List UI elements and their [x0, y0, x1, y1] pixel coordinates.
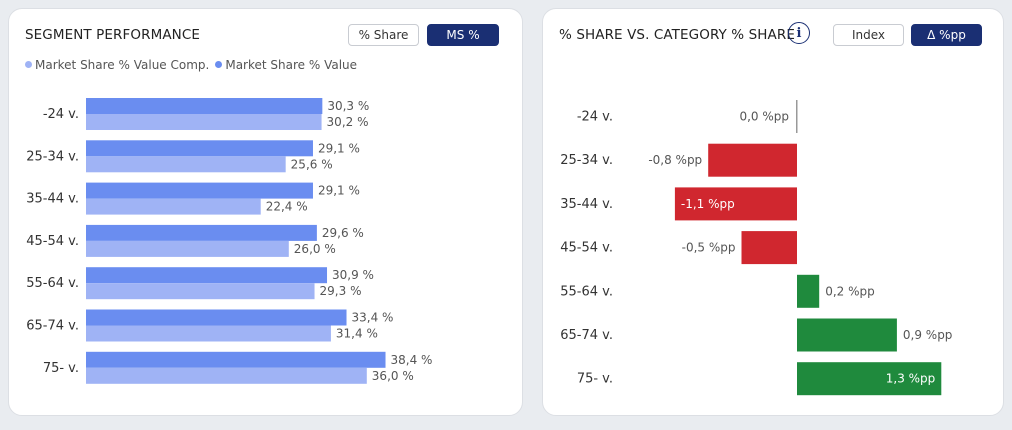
- bar-market-share-value: [86, 224, 317, 241]
- ms-percent-toggle-button[interactable]: MS %: [427, 24, 499, 46]
- data-label-comp: 29,3 %: [320, 284, 362, 298]
- data-label-value: 33,4 %: [352, 311, 394, 325]
- data-label-delta: 0,0 %pp: [739, 110, 789, 124]
- data-label-comp: 36,0 %: [372, 369, 414, 383]
- bar-market-share-value: [86, 140, 313, 157]
- bar-delta-negative: [741, 231, 797, 265]
- data-label-comp: 30,2 %: [327, 115, 369, 129]
- data-label-comp: 26,0 %: [294, 242, 336, 256]
- share-vs-category-title: % SHARE VS. CATEGORY % SHARE: [559, 27, 795, 43]
- legend-item-value: Market Share % Value: [215, 58, 357, 72]
- category-label: -24 v.: [43, 107, 79, 122]
- category-label: 65-74 v.: [26, 319, 79, 334]
- data-label-delta: 1,3 %pp: [886, 372, 936, 386]
- data-label-delta: 0,2 %pp: [825, 284, 875, 298]
- bar-market-share-comp: [86, 198, 261, 215]
- data-label-delta: -0,8 %pp: [648, 153, 702, 167]
- category-label: 65-74 v.: [560, 328, 613, 343]
- data-label-value: 29,1 %: [318, 184, 360, 198]
- bar-market-share-comp: [86, 283, 315, 300]
- segment-performance-chart: -24 v. 30,3 % 30,2 % 25-34 v. 29,1 % 25,6 % 35…: [26, 98, 433, 384]
- bar-market-share-comp: [86, 114, 322, 130]
- category-label: 45-54 v.: [560, 241, 613, 256]
- category-label: 75- v.: [577, 372, 613, 387]
- data-label-value: 30,3 %: [327, 99, 369, 113]
- index-toggle-button[interactable]: Index: [833, 24, 904, 46]
- category-label: 25-34 v.: [560, 153, 613, 168]
- legend-item-comp: Market Share % Value Comp.: [25, 58, 209, 72]
- legend-dot-value: [215, 61, 223, 68]
- bar-delta-positive: [797, 274, 820, 308]
- legend-label-comp: Market Share % Value Comp.: [35, 58, 210, 72]
- bar-delta-positive: [797, 362, 942, 396]
- category-label: -24 v.: [577, 110, 613, 125]
- bar-market-share-value: [86, 309, 347, 326]
- data-label-value: 29,1 %: [318, 141, 360, 155]
- category-label: 45-54 v.: [26, 234, 79, 249]
- category-label: 35-44 v.: [26, 192, 79, 207]
- bar-market-share-comp: [86, 156, 286, 173]
- chart-legend: Market Share % Value Comp. Market Share …: [25, 58, 357, 72]
- bar-market-share-value: [86, 267, 328, 284]
- data-label-value: 30,9 %: [332, 268, 374, 282]
- data-label-delta: 0,9 %pp: [903, 328, 953, 342]
- segment-performance-title: SEGMENT PERFORMANCE: [25, 27, 201, 43]
- delta-pp-toggle-button[interactable]: Δ %pp: [911, 24, 982, 46]
- category-label: 35-44 v.: [560, 197, 613, 212]
- data-label-comp: 22,4 %: [266, 200, 308, 214]
- data-label-delta: -0,5 %pp: [682, 241, 736, 255]
- bar-market-share-value: [86, 98, 323, 114]
- bar-delta-positive: [797, 318, 897, 352]
- legend-label-value: Market Share % Value: [225, 58, 358, 72]
- category-label: 75- v.: [43, 361, 79, 376]
- bar-delta-zero: [796, 100, 798, 133]
- bar-market-share-comp: [86, 240, 289, 257]
- share-vs-category-card: % SHARE VS. CATEGORY % SHARE i Index Δ %…: [542, 8, 1004, 416]
- bar-delta-negative: [674, 187, 797, 221]
- share-vs-category-chart: -24 v. 0,0 %pp 25-34 v. -0,8 %pp 35-44 v. -1,…: [560, 100, 953, 396]
- bar-market-share-value: [86, 182, 313, 199]
- category-label: 25-34 v.: [26, 149, 79, 164]
- bar-market-share-comp: [86, 325, 331, 342]
- category-label: 55-64 v.: [26, 276, 79, 291]
- data-label-comp: 31,4 %: [336, 327, 378, 341]
- bar-market-share-value: [86, 351, 386, 368]
- category-label: 55-64 v.: [560, 284, 613, 299]
- legend-dot-comp: [25, 61, 32, 68]
- data-label-delta: -1,1 %pp: [681, 197, 735, 211]
- bar-market-share-comp: [86, 367, 367, 384]
- share-toggle-button[interactable]: % Share: [348, 24, 419, 46]
- info-icon[interactable]: i: [788, 22, 810, 44]
- data-label-value: 29,6 %: [322, 226, 364, 240]
- bar-delta-negative: [708, 143, 797, 177]
- data-label-value: 38,4 %: [391, 353, 433, 367]
- segment-performance-card: SEGMENT PERFORMANCE % Share MS % Market …: [8, 8, 523, 416]
- data-label-comp: 25,6 %: [291, 157, 333, 171]
